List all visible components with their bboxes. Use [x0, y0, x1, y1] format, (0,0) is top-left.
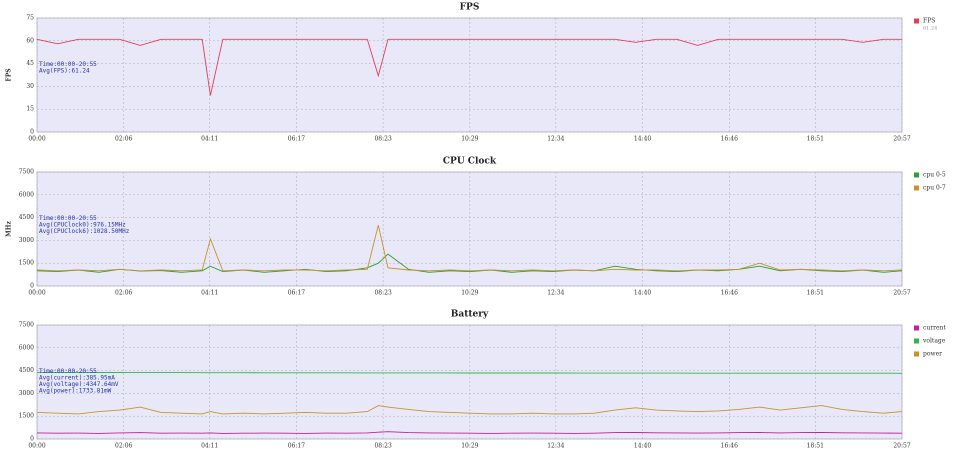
chart-title: FPS [460, 3, 480, 13]
x-tick-label: 14:40 [634, 443, 651, 450]
legend-label: FPS [923, 18, 935, 25]
y-tick-label: 30 [26, 83, 34, 90]
x-tick-label: 00:00 [28, 136, 45, 143]
x-tick-label: 16:46 [721, 136, 738, 143]
x-tick-label: 12:34 [547, 443, 564, 450]
legend-label: power [923, 351, 942, 358]
y-tick-label: 0 [30, 129, 34, 136]
x-tick-label: 10:29 [461, 290, 478, 297]
y-tick-label: 1500 [19, 260, 34, 267]
x-tick-label: 04:11 [201, 443, 218, 450]
y-tick-label: 6000 [19, 344, 34, 351]
series-line [36, 371, 903, 374]
annotation: Avg(current):385.95mA [39, 375, 115, 382]
x-tick-label: 14:40 [634, 136, 651, 143]
annotation: Time:00:00-20:55 [39, 61, 97, 68]
y-tick-label: 3000 [19, 390, 34, 397]
x-tick-label: 16:46 [721, 290, 738, 297]
x-tick-label: 18:51 [807, 290, 824, 297]
y-tick-label: 0 [30, 283, 34, 290]
y-tick-label: 4500 [19, 214, 34, 221]
x-tick-label: 06:17 [288, 136, 305, 143]
x-tick-label: 14:40 [634, 290, 651, 297]
x-tick-label: 08:23 [374, 136, 391, 143]
x-tick-label: 16:46 [721, 443, 738, 450]
y-tick-label: 75 [26, 15, 34, 22]
plot-area [36, 17, 903, 133]
series-line [36, 431, 903, 434]
x-tick-label: 06:17 [288, 290, 305, 297]
plot-area [36, 171, 903, 287]
y-tick-label: 7500 [19, 322, 34, 329]
x-tick-label: 06:17 [288, 443, 305, 450]
legend-swatch [914, 351, 919, 357]
series-line [36, 38, 902, 96]
plot-area [36, 324, 903, 440]
chart-title: Battery [451, 310, 489, 320]
chart-title: CPU Clock [443, 157, 497, 167]
x-tick-label: 20:57 [893, 290, 910, 297]
series-line [36, 225, 903, 272]
series-line [36, 405, 903, 415]
y-axis-label: MHz [6, 221, 13, 237]
y-tick-label: 60 [26, 37, 34, 44]
legend-note: 61.24 [923, 26, 937, 32]
x-tick-label: 12:34 [547, 136, 564, 143]
legend-label: cpu 0-7 [923, 185, 946, 192]
x-tick-label: 10:29 [461, 443, 478, 450]
y-tick-label: 0 [30, 436, 34, 443]
legend-label: current [923, 325, 946, 332]
annotation: Time:00:00-20:55 [39, 368, 97, 375]
series-line [36, 253, 903, 273]
annotation: Avg(CPUClock0):976.15MHz [39, 222, 126, 229]
x-tick-label: 04:11 [201, 136, 218, 143]
x-tick-label: 02:06 [115, 290, 132, 297]
x-tick-label: 02:06 [115, 136, 132, 143]
x-tick-label: 18:51 [807, 443, 824, 450]
y-tick-label: 7500 [19, 169, 34, 176]
y-axis-label: FPS [6, 68, 13, 81]
annotation: Avg(CPUClock6):1028.50MHz [39, 228, 130, 235]
y-tick-label: 6000 [19, 191, 34, 198]
x-tick-label: 08:23 [374, 290, 391, 297]
x-tick-label: 02:06 [115, 443, 132, 450]
y-tick-label: 3000 [19, 237, 34, 244]
x-tick-label: 00:00 [28, 443, 45, 450]
legend-swatch [914, 18, 919, 24]
legend-label: voltage [922, 338, 946, 345]
x-tick-label: 10:29 [461, 136, 478, 143]
x-tick-label: 08:23 [374, 443, 391, 450]
annotation: Avg(power):1733.81mW [39, 388, 112, 395]
y-tick-label: 15 [26, 106, 34, 113]
x-tick-label: 20:57 [893, 136, 910, 143]
y-tick-label: 1500 [19, 413, 34, 420]
annotation: Avg(FPS):61.24 [39, 68, 90, 75]
x-tick-label: 20:57 [893, 443, 910, 450]
legend-swatch [914, 325, 919, 331]
annotation: Time:00:00-20:55 [39, 215, 97, 222]
x-tick-label: 18:51 [807, 136, 824, 143]
y-tick-label: 45 [26, 60, 34, 67]
legend-swatch [914, 185, 919, 191]
legend-label: cpu 0-5 [923, 172, 946, 179]
legend-swatch [914, 338, 919, 344]
x-tick-label: 00:00 [28, 290, 45, 297]
legend-swatch [914, 172, 919, 178]
x-tick-label: 04:11 [201, 290, 218, 297]
annotation: Avg(voltage):4347.64mV [39, 381, 119, 388]
y-tick-label: 4500 [19, 367, 34, 374]
x-tick-label: 12:34 [547, 290, 564, 297]
